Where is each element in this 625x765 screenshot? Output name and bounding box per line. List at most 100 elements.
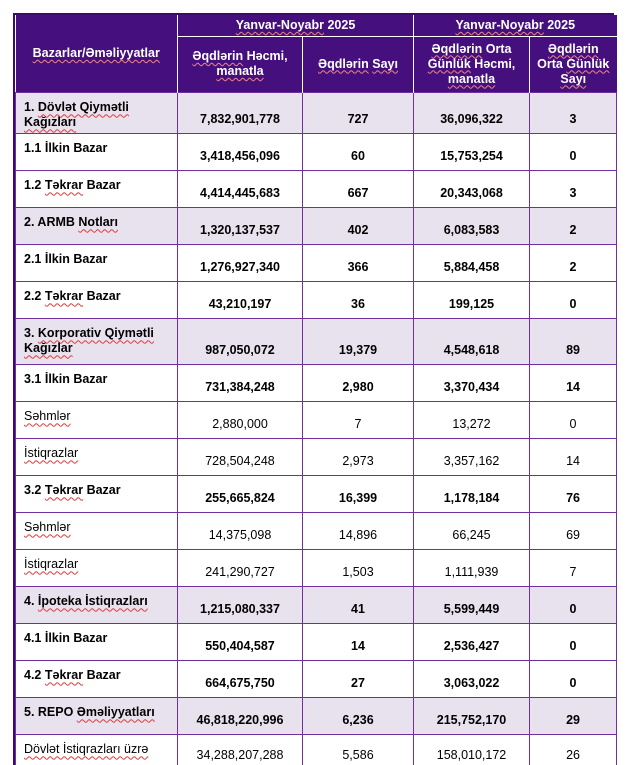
plain-text: 3.1 İlkin Bazar	[24, 371, 108, 386]
header-markets-operations: Bazarlar/Əməliyyatlar	[15, 15, 178, 92]
value-cell: 69	[529, 511, 618, 550]
value-cell: 158,010,172	[413, 733, 531, 765]
value-cell: 41	[301, 585, 415, 624]
value-cell: 6,236	[301, 696, 415, 735]
table-row: 4.2 Təkrar Bazar 664,675,750 27 3,063,022 0	[15, 659, 618, 698]
spellcheck-flagged-text: Sayı	[560, 71, 587, 86]
plain-text: Bazar	[83, 667, 121, 682]
table-row: 2.1 İlkin Bazar 1,276,927,340 366 5,884,458…	[15, 243, 618, 282]
value-cell: 1,178,184	[413, 474, 531, 513]
value-cell: 0	[529, 280, 618, 319]
spellcheck-flagged-text: Səhmlər	[24, 408, 71, 423]
header-period-right-label: Yanvar-Noyabr 2025	[456, 18, 576, 32]
spellcheck-flagged-text: Təkrar	[44, 177, 84, 192]
row-label-cell: İstiqrazlar	[15, 548, 178, 587]
table-row: Səhmlər 14,375,098 14,896 66,245 69	[15, 511, 618, 550]
plain-text: 2.2	[24, 288, 45, 303]
value-cell: 3	[529, 169, 618, 208]
row-label-cell: 3.2 Təkrar Bazar	[15, 474, 178, 513]
value-cell: 2,536,427	[413, 622, 531, 661]
spellcheck-flagged-text: Günlük	[427, 56, 471, 71]
spellcheck-flagged-text: manatla	[447, 71, 496, 86]
value-cell: 366	[301, 243, 415, 282]
value-cell: 0	[529, 400, 618, 439]
spellcheck-flagged-text: Dövlət İstiqrazları üzrə	[24, 741, 149, 756]
header-subcolumns-row: Əqdlərin Həcmi, manatla Əqdlərin Sayı Əq…	[16, 35, 617, 92]
plain-text: 4.1 İlkin Bazar	[24, 630, 108, 645]
plain-text: Orta	[537, 56, 567, 71]
value-cell: 4,548,618	[413, 317, 531, 365]
table-row: 3. Korporativ Qiymətli Kağızlar 987,050,0…	[15, 317, 618, 365]
value-cell: 4,414,445,683	[177, 169, 303, 208]
value-cell: 2	[529, 243, 618, 282]
spellcheck-flagged-text: Təkrar	[44, 482, 84, 497]
plain-text: 1.2	[24, 177, 45, 192]
market-operations-table-container: Bazarlar/Əməliyyatlar Yanvar-Noyabr 2025…	[13, 13, 618, 765]
row-label-cell: 4.2 Təkrar Bazar	[15, 659, 178, 698]
value-cell: 36,096,322	[413, 91, 531, 134]
value-cell: 15,753,254	[413, 132, 531, 171]
value-cell: 2,880,000	[177, 400, 303, 439]
spellcheck-flagged-text: Dövlət Qiymətli Kağızları	[24, 99, 129, 129]
value-cell: 60	[301, 132, 415, 171]
plain-text: Həcmi,	[243, 49, 288, 63]
table-row: 2. ARMB Notları 1,320,137,537 402 6,083,583…	[15, 206, 618, 245]
spellcheck-flagged-text: Əqdlərin	[318, 56, 369, 71]
row-label-cell: 3.1 İlkin Bazar	[15, 363, 178, 402]
value-cell: 728,504,248	[177, 437, 303, 476]
plain-text: 2025	[323, 17, 356, 32]
spellcheck-flagged-text: manatla	[216, 64, 264, 78]
table-row: 4. İpoteka İstiqrazları 1,215,080,337 41 5,…	[15, 585, 618, 624]
header-avg-daily-volume: Əqdlərin Orta Günlük Həcmi, manatla	[413, 35, 531, 92]
value-cell: 89	[529, 317, 618, 365]
value-cell: 550,404,587	[177, 622, 303, 661]
value-cell: 731,384,248	[177, 363, 303, 402]
header-deal-count: Əqdlərin Sayı	[301, 35, 415, 92]
row-label-cell: Səhmlər	[15, 400, 178, 439]
table-row: Səhmlər 2,880,000 7 13,272 0	[15, 400, 618, 439]
value-cell: 2,973	[301, 437, 415, 476]
value-cell: 664,675,750	[177, 659, 303, 698]
plain-text: Bazar	[83, 177, 121, 192]
value-cell: 46,818,220,996	[177, 696, 303, 735]
spellcheck-flagged-text: Bazarlar/Əməliyyatlar	[32, 45, 160, 60]
table-row: 2.2 Təkrar Bazar 43,210,197 36 199,125 0	[15, 280, 618, 319]
market-operations-table: Bazarlar/Əməliyyatlar Yanvar-Noyabr 2025…	[15, 15, 618, 765]
spellcheck-flagged-text: İstiqrazlar	[24, 556, 79, 571]
header-avg-daily-count: Əqdlərin Orta Günlük Sayı	[529, 35, 617, 92]
plain-text: 4.	[24, 593, 38, 608]
row-label-cell: 4. İpoteka İstiqrazları	[15, 585, 178, 624]
plain-text: 1.	[24, 99, 38, 114]
spellcheck-flagged-text: Notları	[78, 214, 118, 229]
spellcheck-flagged-text: Təkrar	[44, 667, 84, 682]
spellcheck-flagged-text: Əqdlərin	[547, 41, 599, 56]
table-row: 5. REPO Əməliyyatları 46,818,220,996 6,236…	[15, 696, 618, 735]
row-label-cell: 5. REPO Əməliyyatları	[15, 696, 178, 735]
value-cell: 5,586	[301, 733, 415, 765]
value-cell: 1,111,939	[413, 548, 531, 587]
table-row: 3.1 İlkin Bazar 731,384,248 2,980 3,370,434…	[15, 363, 618, 402]
table-row: 3.2 Təkrar Bazar 255,665,824 16,399 1,178,1…	[15, 474, 618, 513]
header-period-row: Bazarlar/Əməliyyatlar Yanvar-Noyabr 2025…	[15, 15, 617, 92]
value-cell: 14	[529, 363, 618, 402]
value-cell: 36	[301, 280, 415, 319]
spellcheck-flagged-text: Günlük	[566, 56, 610, 71]
value-cell: 3,063,022	[413, 659, 531, 698]
value-cell: 7,832,901,778	[177, 91, 303, 134]
row-label-cell: 4.1 İlkin Bazar	[15, 622, 178, 661]
header-avg-daily-volume-label: Əqdlərin Orta Günlük Həcmi, manatla	[428, 42, 516, 86]
value-cell: 29	[529, 696, 618, 735]
header-deal-volume-label: Əqdlərin Həcmi, manatla	[192, 49, 287, 78]
table-row: 1.2 Təkrar Bazar 4,414,445,683 667 20,343,0…	[15, 169, 618, 208]
value-cell: 19,379	[301, 317, 415, 365]
table-row: 4.1 İlkin Bazar 550,404,587 14 2,536,427 0	[15, 622, 618, 661]
value-cell: 1,215,080,337	[177, 585, 303, 624]
table-row: İstiqrazlar 728,504,248 2,973 3,357,162 14	[15, 437, 618, 476]
row-label-cell: Səhmlər	[15, 511, 178, 550]
table-row: 1.1 İlkin Bazar 3,418,456,096 60 15,753,254…	[15, 132, 618, 171]
value-cell: 3,418,456,096	[177, 132, 303, 171]
spellcheck-flagged-text: Yanvar-Noyabr	[455, 17, 544, 32]
value-cell: 1,503	[301, 548, 415, 587]
table-row: Dövlət İstiqrazları üzrə 34,288,207,288 5,…	[15, 733, 618, 765]
